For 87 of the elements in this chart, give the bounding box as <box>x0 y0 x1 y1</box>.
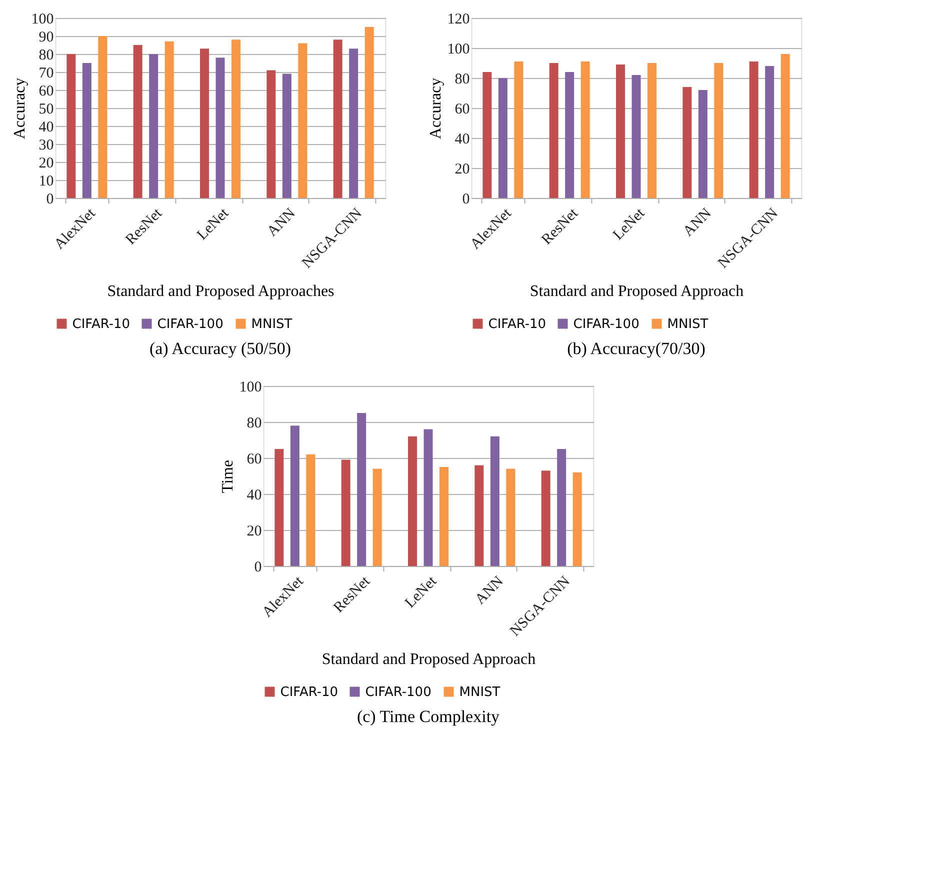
bar <box>648 63 657 198</box>
text: (a) Accuracy (50/50) <box>149 339 292 358</box>
bar <box>149 54 158 198</box>
bar <box>408 436 417 566</box>
legend-label: MNIST <box>667 316 708 332</box>
y-tick-label: 30 <box>38 138 54 154</box>
y-tick-label: 100 <box>31 12 54 28</box>
y-axis-title: Time <box>219 460 236 494</box>
y-tick-label: 20 <box>246 524 262 540</box>
bar <box>765 66 774 198</box>
bar <box>274 449 284 566</box>
y-tick-label: 0 <box>46 192 54 208</box>
y-axis-title: Accuracy <box>427 78 444 140</box>
bar <box>66 54 76 198</box>
bar <box>424 429 433 566</box>
bar <box>133 45 142 198</box>
legend-label: CIFAR-100 <box>365 684 432 700</box>
legend-label: CIFAR-10 <box>72 316 130 332</box>
y-tick-label: 0 <box>254 560 262 576</box>
bar <box>482 72 492 198</box>
bar <box>349 48 358 198</box>
y-tick-label: 20 <box>454 162 470 178</box>
bar <box>580 62 590 198</box>
y-tick-label: 40 <box>38 120 54 136</box>
bar <box>557 449 566 566</box>
y-tick-label: 60 <box>454 102 470 118</box>
bar <box>549 63 558 198</box>
bar <box>514 62 524 198</box>
bar <box>290 426 300 566</box>
bar <box>440 467 449 566</box>
bar <box>341 460 350 566</box>
bar <box>306 454 316 566</box>
y-tick-label: 40 <box>246 488 262 504</box>
text: (b) Accuracy(70/30) <box>567 339 706 358</box>
y-tick-label: 0 <box>462 192 470 208</box>
bar <box>357 413 366 566</box>
bar <box>364 27 374 198</box>
y-tick-label: 80 <box>454 72 470 88</box>
legend-label: CIFAR-100 <box>157 316 224 332</box>
legend-label: CIFAR-10 <box>280 684 338 700</box>
bar <box>749 62 758 198</box>
bar <box>682 87 692 198</box>
y-axis-title: Accuracy <box>11 78 28 140</box>
bar <box>490 436 500 566</box>
bar <box>714 63 724 198</box>
x-axis-title: Standard and Proposed Approaches <box>107 282 334 300</box>
bar <box>372 468 382 566</box>
bar <box>632 75 641 198</box>
y-tick-label: 20 <box>38 156 54 172</box>
bar <box>282 74 292 198</box>
y-tick-label: 40 <box>454 132 470 148</box>
y-tick-label: 90 <box>38 30 54 46</box>
y-tick-label: 10 <box>38 174 54 190</box>
bar <box>498 78 508 198</box>
bar <box>698 90 708 198</box>
legend-label: CIFAR-10 <box>488 316 546 332</box>
y-tick-label: 100 <box>447 42 470 58</box>
y-tick-label: 100 <box>239 380 262 396</box>
bar <box>98 36 108 198</box>
bar <box>780 54 790 198</box>
bar <box>333 40 342 198</box>
x-axis-title: Standard and Proposed Approach <box>530 282 744 300</box>
legend-label: CIFAR-100 <box>573 316 640 332</box>
y-tick-label: 80 <box>38 48 54 64</box>
bar <box>232 40 241 198</box>
x-axis-title: Standard and Proposed Approach <box>322 650 536 668</box>
y-tick-label: 70 <box>38 66 54 82</box>
bar <box>506 468 516 566</box>
y-tick-label: 60 <box>246 452 262 468</box>
bar <box>565 72 574 198</box>
y-tick-label: 50 <box>38 102 54 118</box>
bar <box>216 58 225 198</box>
legend-label: MNIST <box>459 684 500 700</box>
bar <box>200 48 209 198</box>
bar <box>82 63 92 198</box>
y-tick-label: 120 <box>447 12 470 28</box>
legend-label: MNIST <box>251 316 292 332</box>
bar <box>474 465 484 566</box>
bar <box>541 470 550 566</box>
bar <box>164 41 174 198</box>
bar <box>298 43 308 198</box>
y-tick-label: 60 <box>38 84 54 100</box>
bar <box>616 64 625 198</box>
bar <box>266 70 276 198</box>
text: (c) Time Complexity <box>356 707 500 726</box>
y-tick-label: 80 <box>246 416 262 432</box>
bar <box>572 472 582 566</box>
